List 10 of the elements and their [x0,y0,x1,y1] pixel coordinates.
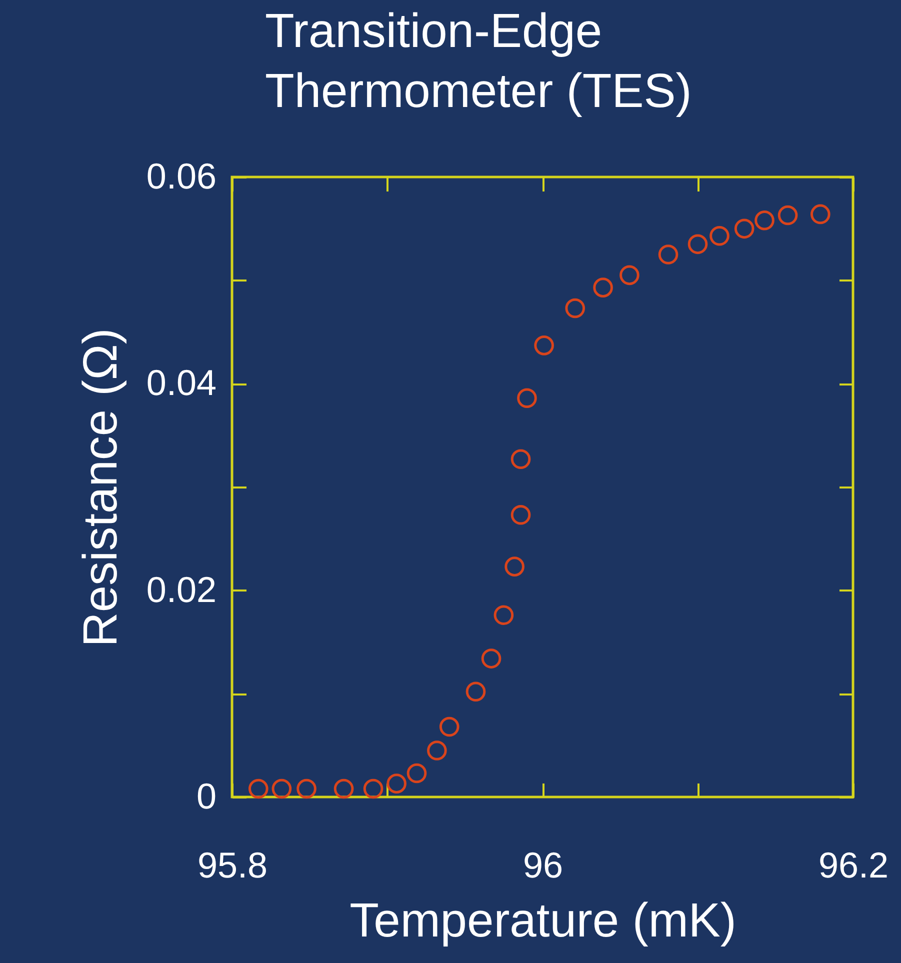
x-tick-label: 96 [522,844,564,886]
y-tick-label: 0.06 [146,156,216,196]
x-tick-label: 96.2 [818,844,889,886]
x-tick-label: 95.8 [197,844,268,886]
x-axis-title: Temperature (mK) [350,894,736,948]
y-tick-label: 0 [196,776,216,816]
y-tick-label: 0.02 [146,568,216,610]
y-tick-label: 0.04 [146,362,216,404]
y-axis-title: Resistance (Ω) [74,328,128,647]
chart-title: Transition-Edge Thermometer (TES) [265,5,692,118]
